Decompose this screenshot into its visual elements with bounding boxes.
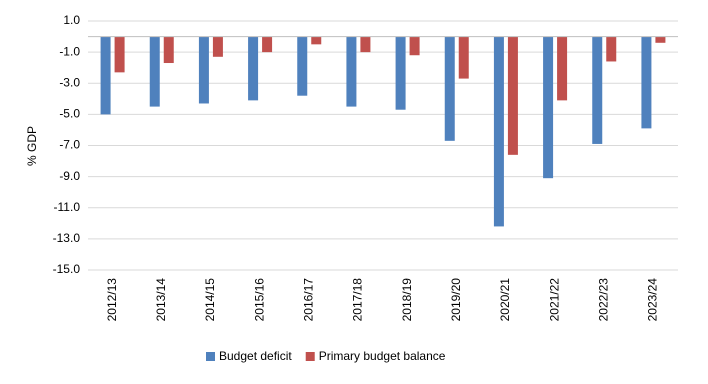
legend-swatch (206, 352, 215, 361)
bar (395, 36, 406, 110)
x-tick-label: 2018/19 (400, 278, 414, 322)
bar (409, 36, 420, 56)
x-tick-label: 2012/13 (105, 278, 119, 322)
bar (149, 36, 160, 107)
bar (507, 36, 518, 155)
bar (557, 36, 568, 101)
y-tick-label: -5.0 (59, 107, 80, 121)
bar (655, 36, 666, 43)
bar (100, 36, 111, 115)
bar (311, 36, 322, 45)
y-axis-label: % GDP (25, 126, 39, 166)
bar (114, 36, 125, 73)
x-tick-label: 2017/18 (351, 278, 365, 322)
bar (262, 36, 273, 53)
legend-label: Primary budget balance (319, 349, 446, 363)
y-tick-label: -3.0 (59, 75, 80, 89)
x-tick-label: 2015/16 (252, 278, 266, 322)
legend-swatch (305, 352, 315, 361)
y-tick-label: -1.0 (59, 44, 80, 58)
bar (360, 36, 371, 53)
y-tick-label: -13.0 (53, 231, 81, 245)
x-tick-label: 2019/20 (449, 278, 463, 322)
y-tick-label: -9.0 (59, 169, 80, 183)
x-tick-label: 2022/23 (596, 278, 610, 322)
legend-label: Budget deficit (219, 349, 292, 363)
y-tick-label: -11.0 (54, 200, 81, 214)
bar (641, 36, 652, 129)
y-tick-label: 1.0 (63, 13, 80, 27)
bar (592, 36, 603, 144)
bar (248, 36, 259, 101)
x-tick-label: 2021/22 (547, 278, 561, 322)
bar (163, 36, 174, 64)
x-tick-label: 2016/17 (301, 278, 315, 322)
bar (458, 36, 469, 79)
x-tick-label: 2020/21 (498, 278, 512, 322)
bar (212, 36, 223, 57)
x-tick-label: 2014/15 (203, 278, 217, 322)
x-tick-label: 2013/14 (154, 278, 168, 322)
bar (444, 36, 455, 141)
bar (198, 36, 209, 104)
bar (543, 36, 554, 179)
bar (493, 36, 504, 227)
x-tick-label: 2023/24 (646, 278, 660, 322)
bar (606, 36, 617, 62)
bar (346, 36, 357, 107)
bar (297, 36, 308, 96)
y-tick-label: -7.0 (59, 138, 80, 152)
y-tick-label: -15.0 (53, 262, 81, 276)
